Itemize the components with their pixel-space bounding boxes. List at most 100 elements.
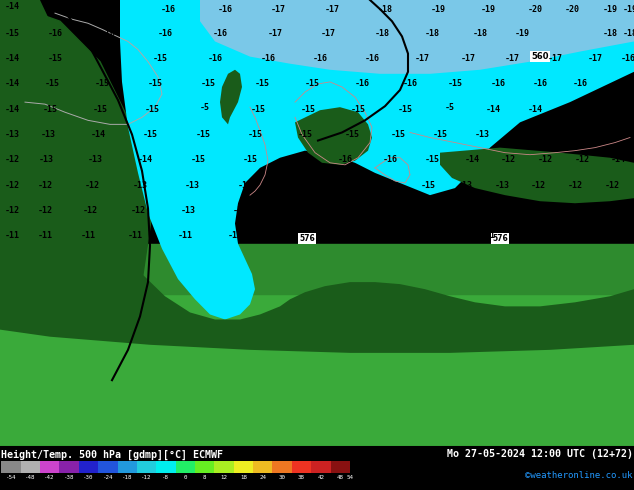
Bar	[117, 461, 137, 473]
Text: -12: -12	[228, 231, 242, 240]
Text: -11: -11	[178, 231, 193, 240]
Text: -12: -12	[37, 206, 53, 215]
Text: -12: -12	[4, 180, 20, 190]
Bar	[253, 461, 273, 473]
Text: -16: -16	[261, 54, 276, 63]
Text: -15: -15	[148, 79, 162, 88]
Text: -13: -13	[181, 206, 195, 215]
Text: -11: -11	[321, 231, 335, 240]
Text: -16: -16	[207, 54, 223, 63]
Text: -13: -13	[184, 180, 200, 190]
Text: -11: -11	[4, 231, 20, 240]
Text: -16: -16	[614, 79, 630, 88]
Text: -12: -12	[600, 206, 616, 215]
Text: -12: -12	[531, 180, 545, 190]
Text: -16: -16	[573, 79, 588, 88]
Text: -13: -13	[515, 130, 529, 139]
Text: -15: -15	[44, 79, 60, 88]
Text: -17: -17	[321, 29, 335, 38]
Text: -12: -12	[275, 231, 290, 240]
Text: -12: -12	[84, 180, 100, 190]
Text: 0: 0	[184, 475, 187, 480]
Text: -13: -13	[133, 180, 148, 190]
Text: -12: -12	[538, 155, 552, 164]
Text: -17: -17	[588, 54, 602, 63]
Bar	[311, 461, 330, 473]
Text: -11: -11	[443, 231, 458, 240]
Text: -15: -15	[94, 79, 110, 88]
Text: -14: -14	[328, 206, 342, 215]
Text: -11: -11	[37, 231, 53, 240]
Bar	[195, 461, 214, 473]
Text: -19: -19	[515, 29, 529, 38]
Text: -19: -19	[623, 4, 634, 14]
Text: -13: -13	[41, 130, 56, 139]
Text: -12: -12	[595, 231, 609, 240]
Text: 38: 38	[298, 475, 305, 480]
Text: -15: -15	[425, 155, 439, 164]
Bar	[60, 461, 79, 473]
Text: 24: 24	[259, 475, 266, 480]
Text: -15: -15	[301, 105, 316, 114]
Polygon shape	[0, 0, 280, 446]
Text: -12: -12	[451, 206, 465, 215]
Bar	[21, 461, 40, 473]
Text: -16: -16	[103, 4, 117, 14]
Text: -15: -15	[153, 54, 167, 63]
Text: -16: -16	[101, 29, 115, 38]
Text: -15: -15	[420, 180, 436, 190]
Text: -5: -5	[445, 103, 455, 112]
Text: 560: 560	[531, 52, 549, 61]
Text: -38: -38	[64, 475, 74, 480]
Text: -15: -15	[145, 105, 160, 114]
Text: -15: -15	[448, 79, 462, 88]
Text: -17: -17	[460, 54, 476, 63]
Bar	[79, 461, 98, 473]
Text: -15: -15	[93, 105, 108, 114]
Text: -19: -19	[602, 4, 618, 14]
Text: -16: -16	[337, 155, 353, 164]
Text: -16: -16	[377, 180, 392, 190]
Text: -17: -17	[505, 54, 519, 63]
Text: -14: -14	[611, 155, 626, 164]
Text: -16: -16	[157, 29, 172, 38]
Bar	[156, 461, 176, 473]
Text: -42: -42	[44, 475, 55, 480]
Text: -11: -11	[127, 231, 143, 240]
Text: -13: -13	[495, 180, 510, 190]
Text: -12: -12	[604, 180, 619, 190]
Polygon shape	[295, 107, 372, 165]
Text: -15: -15	[250, 105, 266, 114]
Text: -20: -20	[527, 4, 543, 14]
Text: -16: -16	[382, 155, 398, 164]
Text: -11: -11	[81, 231, 96, 240]
Text: -15: -15	[432, 130, 448, 139]
Text: -19: -19	[430, 4, 446, 14]
Text: -5: -5	[200, 103, 210, 112]
Polygon shape	[0, 0, 155, 446]
Text: -12: -12	[37, 180, 53, 190]
Text: 576: 576	[492, 234, 508, 243]
Text: -14: -14	[4, 105, 20, 114]
Text: -17: -17	[268, 29, 283, 38]
Text: -13: -13	[595, 130, 609, 139]
Text: -16: -16	[212, 29, 228, 38]
Text: -18: -18	[623, 29, 634, 38]
Text: -16: -16	[491, 79, 505, 88]
Text: -14: -14	[486, 105, 500, 114]
Text: -11: -11	[555, 231, 569, 240]
Text: -15: -15	[297, 130, 313, 139]
Text: -13: -13	[458, 180, 472, 190]
Text: -15: -15	[143, 130, 157, 139]
Text: Height/Temp. 500 hPa [gdmp][°C] ECMWF: Height/Temp. 500 hPa [gdmp][°C] ECMWF	[1, 449, 223, 460]
Text: -12: -12	[141, 475, 152, 480]
Text: -12: -12	[413, 206, 427, 215]
Text: -13: -13	[87, 155, 103, 164]
Text: -18: -18	[377, 4, 392, 14]
Text: -24: -24	[103, 475, 113, 480]
Text: -15: -15	[254, 79, 269, 88]
Text: -17: -17	[325, 4, 339, 14]
Text: -15: -15	[48, 54, 63, 63]
Text: -12: -12	[560, 206, 576, 215]
Text: -15: -15	[200, 79, 216, 88]
